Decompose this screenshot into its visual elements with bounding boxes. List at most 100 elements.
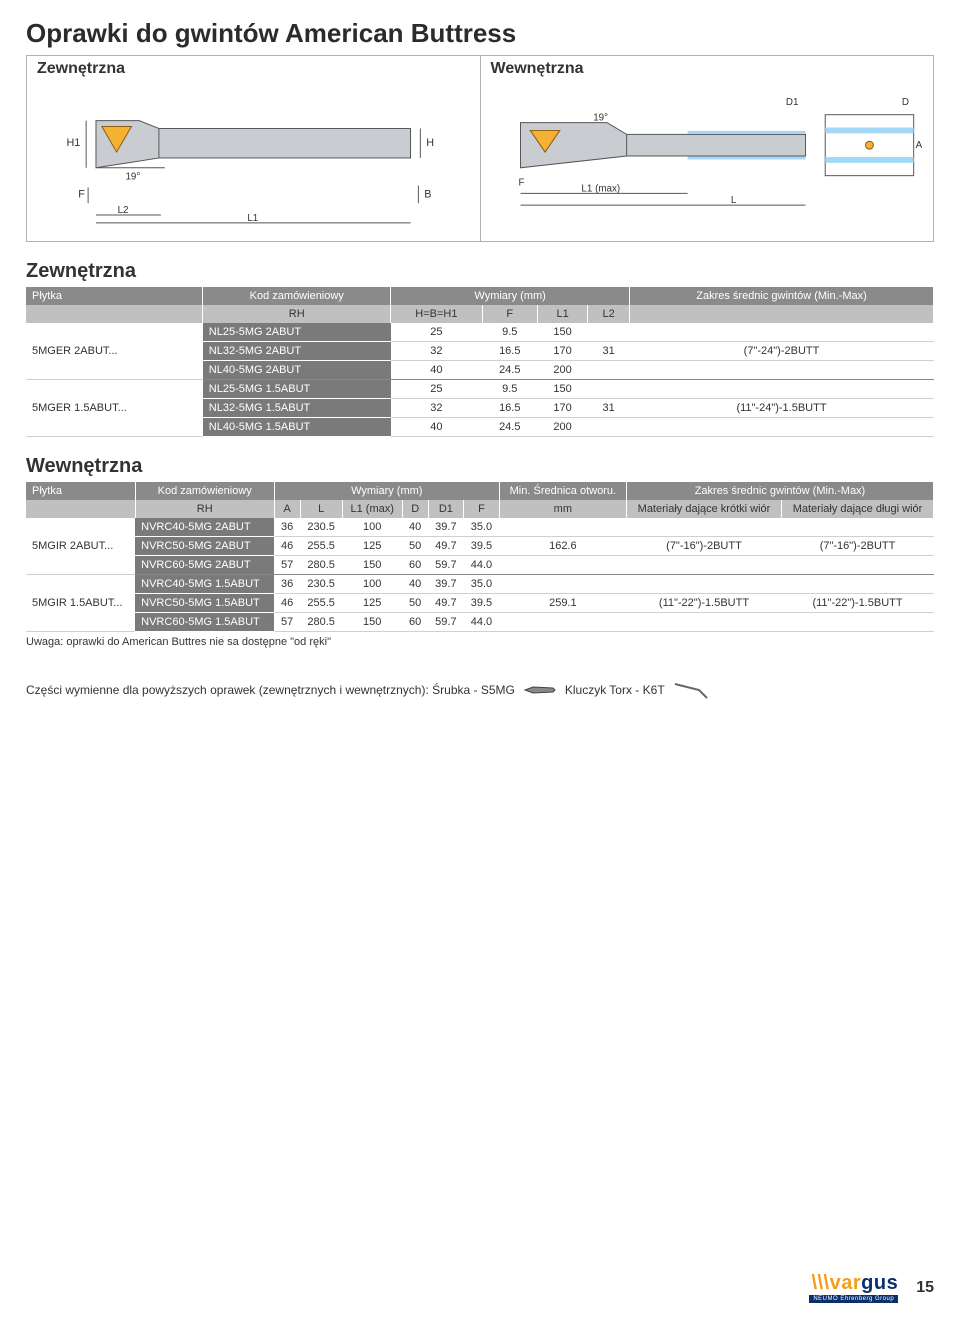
col-wymiary: Wymiary (mm): [274, 482, 499, 500]
cell-h: 40: [391, 418, 482, 437]
cell-d1: 49.7: [428, 594, 464, 613]
screw-icon: [523, 682, 557, 698]
cell-code: NL32-5MG 1.5ABUT: [203, 399, 391, 418]
diagram-internal: Wewnętrzna D1 D A 19° F L1 (max): [480, 56, 934, 241]
cell-l1: 125: [342, 594, 402, 613]
cell-d: 50: [402, 594, 428, 613]
page-number: 15: [916, 1279, 934, 1297]
table-row: NVRC50-5MG 2ABUT46255.51255049.739.5162.…: [26, 537, 934, 556]
cell-d: 50: [402, 537, 428, 556]
cell-code: NVRC60-5MG 2ABUT: [135, 556, 274, 575]
diagram-external-svg: H1 H 19° F B L2 L1: [37, 86, 470, 226]
cell-l1: 100: [342, 575, 402, 594]
cell-range-long: (7"-16")-2BUTT: [782, 537, 934, 556]
table-row: 5MGIR 1.5ABUT...NVRC40-5MG 1.5ABUT36230.…: [26, 575, 934, 594]
col-wymiary: Wymiary (mm): [391, 287, 630, 305]
diagram-container: Zewnętrzna H1 H 19° F B L2: [26, 55, 934, 242]
external-table: Płytka Kod zamówieniowy Wymiary (mm) Zak…: [26, 287, 934, 437]
cell-h: 40: [391, 361, 482, 380]
cell-d1: 59.7: [428, 613, 464, 632]
table-row: Płytka Kod zamówieniowy Wymiary (mm) Min…: [26, 482, 934, 500]
vargus-logo: \\\vargus NEUMO Ehrenberg Group: [809, 1272, 898, 1303]
cell-code: NL40-5MG 1.5ABUT: [203, 418, 391, 437]
col-l1: L1: [537, 305, 587, 323]
diagram-internal-label: Wewnętrzna: [491, 60, 924, 78]
cell-d1: 39.7: [428, 575, 464, 594]
cell-a: 46: [274, 594, 300, 613]
cell-plytka: 5MGIR 1.5ABUT...: [26, 575, 135, 632]
table-internal: Wewnętrzna Płytka Kod zamówieniowy Wymia…: [26, 455, 934, 648]
internal-table: Płytka Kod zamówieniowy Wymiary (mm) Min…: [26, 482, 934, 632]
cell-code: NVRC50-5MG 2ABUT: [135, 537, 274, 556]
table-row: NVRC50-5MG 1.5ABUT46255.51255049.739.525…: [26, 594, 934, 613]
col-kod: Kod zamówieniowy: [203, 287, 391, 305]
cell-l1: 100: [342, 518, 402, 537]
table-row: 5MGER 2ABUT...NL25-5MG 2ABUT259.5150: [26, 323, 934, 342]
svg-text:H1: H1: [66, 137, 80, 149]
cell-d1: 49.7: [428, 537, 464, 556]
cell-l: 280.5: [300, 556, 342, 575]
cell-code: NVRC60-5MG 1.5ABUT: [135, 613, 274, 632]
col-rh: RH: [203, 305, 391, 323]
spare-parts-text: Części wymienne dla powyższych oprawek (…: [26, 683, 515, 697]
svg-text:B: B: [424, 188, 431, 200]
cell-d1: 39.7: [428, 518, 464, 537]
cell-code: NVRC40-5MG 1.5ABUT: [135, 575, 274, 594]
table-internal-title: Wewnętrzna: [26, 455, 934, 478]
spare-parts-line: Części wymienne dla powyższych oprawek (…: [26, 680, 934, 700]
cell-d: 60: [402, 613, 428, 632]
cell-code: NL32-5MG 2ABUT: [203, 342, 391, 361]
cell-code: NVRC50-5MG 1.5ABUT: [135, 594, 274, 613]
cell-l1: 150: [342, 556, 402, 575]
cell-code: NL25-5MG 2ABUT: [203, 323, 391, 342]
cell-code: NL25-5MG 1.5ABUT: [203, 380, 391, 399]
diagram-internal-svg: D1 D A 19° F L1 (max) L: [491, 86, 924, 226]
svg-text:L: L: [730, 195, 736, 206]
cell-ff: 39.5: [464, 594, 500, 613]
table-external: Zewnętrzna Płytka Kod zamówieniowy Wymia…: [26, 260, 934, 437]
cell-d: 60: [402, 556, 428, 575]
col-l2: L2: [588, 305, 630, 323]
cell-l1: 200: [537, 361, 587, 380]
spare-parts-key-label: Kluczyk Torx - K6T: [565, 683, 665, 697]
cell-a: 57: [274, 556, 300, 575]
cell-ff: 35.0: [464, 518, 500, 537]
cell-l: 280.5: [300, 613, 342, 632]
cell-plytka: 5MGER 1.5ABUT...: [26, 380, 203, 437]
cell-a: 46: [274, 537, 300, 556]
table-row: RH A L L1 (max) D D1 F mm Materiały dają…: [26, 500, 934, 518]
cell-l1: 200: [537, 418, 587, 437]
col-plytka: Płytka: [26, 287, 203, 305]
logo-part-blue: gus: [861, 1272, 898, 1294]
cell-h: 25: [391, 380, 482, 399]
svg-text:L1 (max): L1 (max): [581, 183, 620, 194]
cell-ff: 35.0: [464, 575, 500, 594]
table-row: 5MGER 1.5ABUT...NL25-5MG 1.5ABUT259.5150: [26, 380, 934, 399]
cell-range: (11"-24")-1.5BUTT: [630, 399, 934, 418]
cell-code: NL40-5MG 2ABUT: [203, 361, 391, 380]
svg-text:19°: 19°: [593, 113, 608, 124]
cell-l: 230.5: [300, 518, 342, 537]
svg-text:L1: L1: [247, 213, 258, 224]
col-plytka: Płytka: [26, 482, 135, 500]
page-title: Oprawki do gwintów American Buttress: [26, 18, 934, 49]
svg-text:L2: L2: [118, 205, 129, 216]
svg-text:F: F: [78, 188, 85, 200]
torx-key-icon: [673, 680, 713, 700]
cell-mm: 259.1: [499, 594, 626, 613]
cell-f: 9.5: [482, 323, 537, 342]
svg-text:D: D: [901, 97, 908, 108]
cell-l1: 170: [537, 342, 587, 361]
table-row: NVRC60-5MG 2ABUT57280.51506059.744.0: [26, 556, 934, 575]
svg-text:D1: D1: [785, 97, 798, 108]
cell-l2: 31: [588, 399, 630, 418]
cell-f: 24.5: [482, 361, 537, 380]
diagram-external-label: Zewnętrzna: [37, 60, 470, 78]
table-row: 5MGIR 2ABUT...NVRC40-5MG 2ABUT36230.5100…: [26, 518, 934, 537]
col-zakres: Zakres średnic gwintów (Min.-Max): [630, 287, 934, 305]
cell-l1: 150: [537, 323, 587, 342]
cell-l2: 31: [588, 342, 630, 361]
cell-plytka: 5MGIR 2ABUT...: [26, 518, 135, 575]
cell-ff: 39.5: [464, 537, 500, 556]
cell-h: 25: [391, 323, 482, 342]
